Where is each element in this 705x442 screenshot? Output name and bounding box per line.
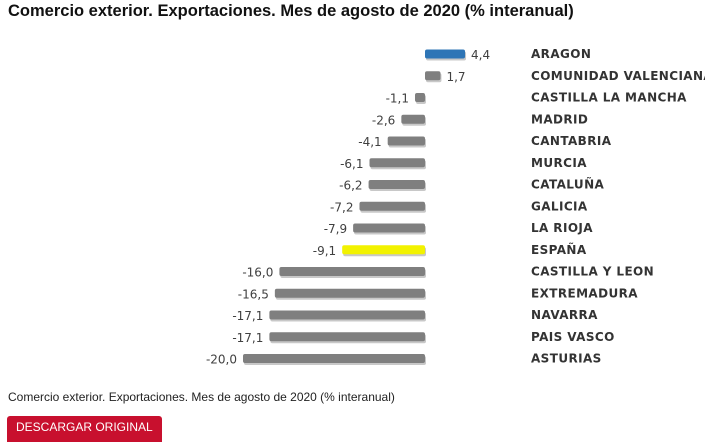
category-label: NAVARRA xyxy=(531,308,598,322)
value-label: -7,9 xyxy=(324,222,347,236)
category-label: COMUNIDAD VALENCIANA xyxy=(531,69,705,83)
bar-pais-vasco xyxy=(269,332,425,342)
category-label: LA RIOJA xyxy=(531,221,593,235)
category-label: EXTREMADURA xyxy=(531,286,638,300)
category-label: GALICIA xyxy=(531,199,588,213)
category-label: CANTABRIA xyxy=(531,134,612,148)
bar-cataluña xyxy=(368,180,425,189)
category-label: CASTILLA LA MANCHA xyxy=(531,91,687,105)
bar-asturias xyxy=(243,354,425,363)
chart-title: Comercio exterior. Exportaciones. Mes de… xyxy=(8,2,574,20)
value-label: -4,1 xyxy=(358,135,381,149)
category-label: CATALUÑA xyxy=(531,177,605,192)
category-label: CASTILLA Y LEON xyxy=(531,265,654,279)
bar-castilla-la-mancha xyxy=(414,93,425,102)
bar-chart: 4,4 ARAGON 1,7 COMUNIDAD VALENCIANA -1,1 CAST… xyxy=(206,47,705,367)
value-label: -6,1 xyxy=(340,157,363,171)
chart-caption: Comercio exterior. Exportaciones. Mes de… xyxy=(8,390,395,404)
category-label: ESPAÑA xyxy=(531,242,587,257)
value-label: -17,1 xyxy=(232,331,263,345)
bar-navarra xyxy=(269,310,425,320)
bar-aragon xyxy=(425,49,466,59)
bar-comunidad-valenciana xyxy=(425,71,441,81)
bar-españa xyxy=(342,245,425,255)
value-label: -2,6 xyxy=(372,113,395,127)
category-label: ARAGON xyxy=(531,47,591,61)
value-label: -9,1 xyxy=(313,244,336,258)
category-label: MURCIA xyxy=(531,156,587,170)
bar-madrid xyxy=(401,114,425,124)
value-label: 1,7 xyxy=(446,70,465,84)
value-label: 4,4 xyxy=(471,48,490,62)
value-label: -7,2 xyxy=(330,200,353,214)
bar-extremadura xyxy=(274,288,425,298)
download-original-button[interactable]: DESCARGAR ORIGINAL xyxy=(7,416,162,442)
bar-murcia xyxy=(369,158,425,168)
value-label: -20,0 xyxy=(206,353,237,367)
value-label: -6,2 xyxy=(339,179,362,193)
category-label: MADRID xyxy=(531,112,588,126)
bar-castilla-y-leon xyxy=(279,267,425,276)
bar-la-rioja xyxy=(353,223,425,233)
category-label: PAIS VASCO xyxy=(531,330,615,344)
value-label: -17,1 xyxy=(232,309,263,323)
value-label: -16,0 xyxy=(242,266,273,280)
bar-galicia xyxy=(359,201,425,211)
category-label: ASTURIAS xyxy=(531,352,602,366)
value-label: -1,1 xyxy=(386,92,409,106)
value-label: -16,5 xyxy=(238,287,269,301)
bar-cantabria xyxy=(387,136,425,146)
